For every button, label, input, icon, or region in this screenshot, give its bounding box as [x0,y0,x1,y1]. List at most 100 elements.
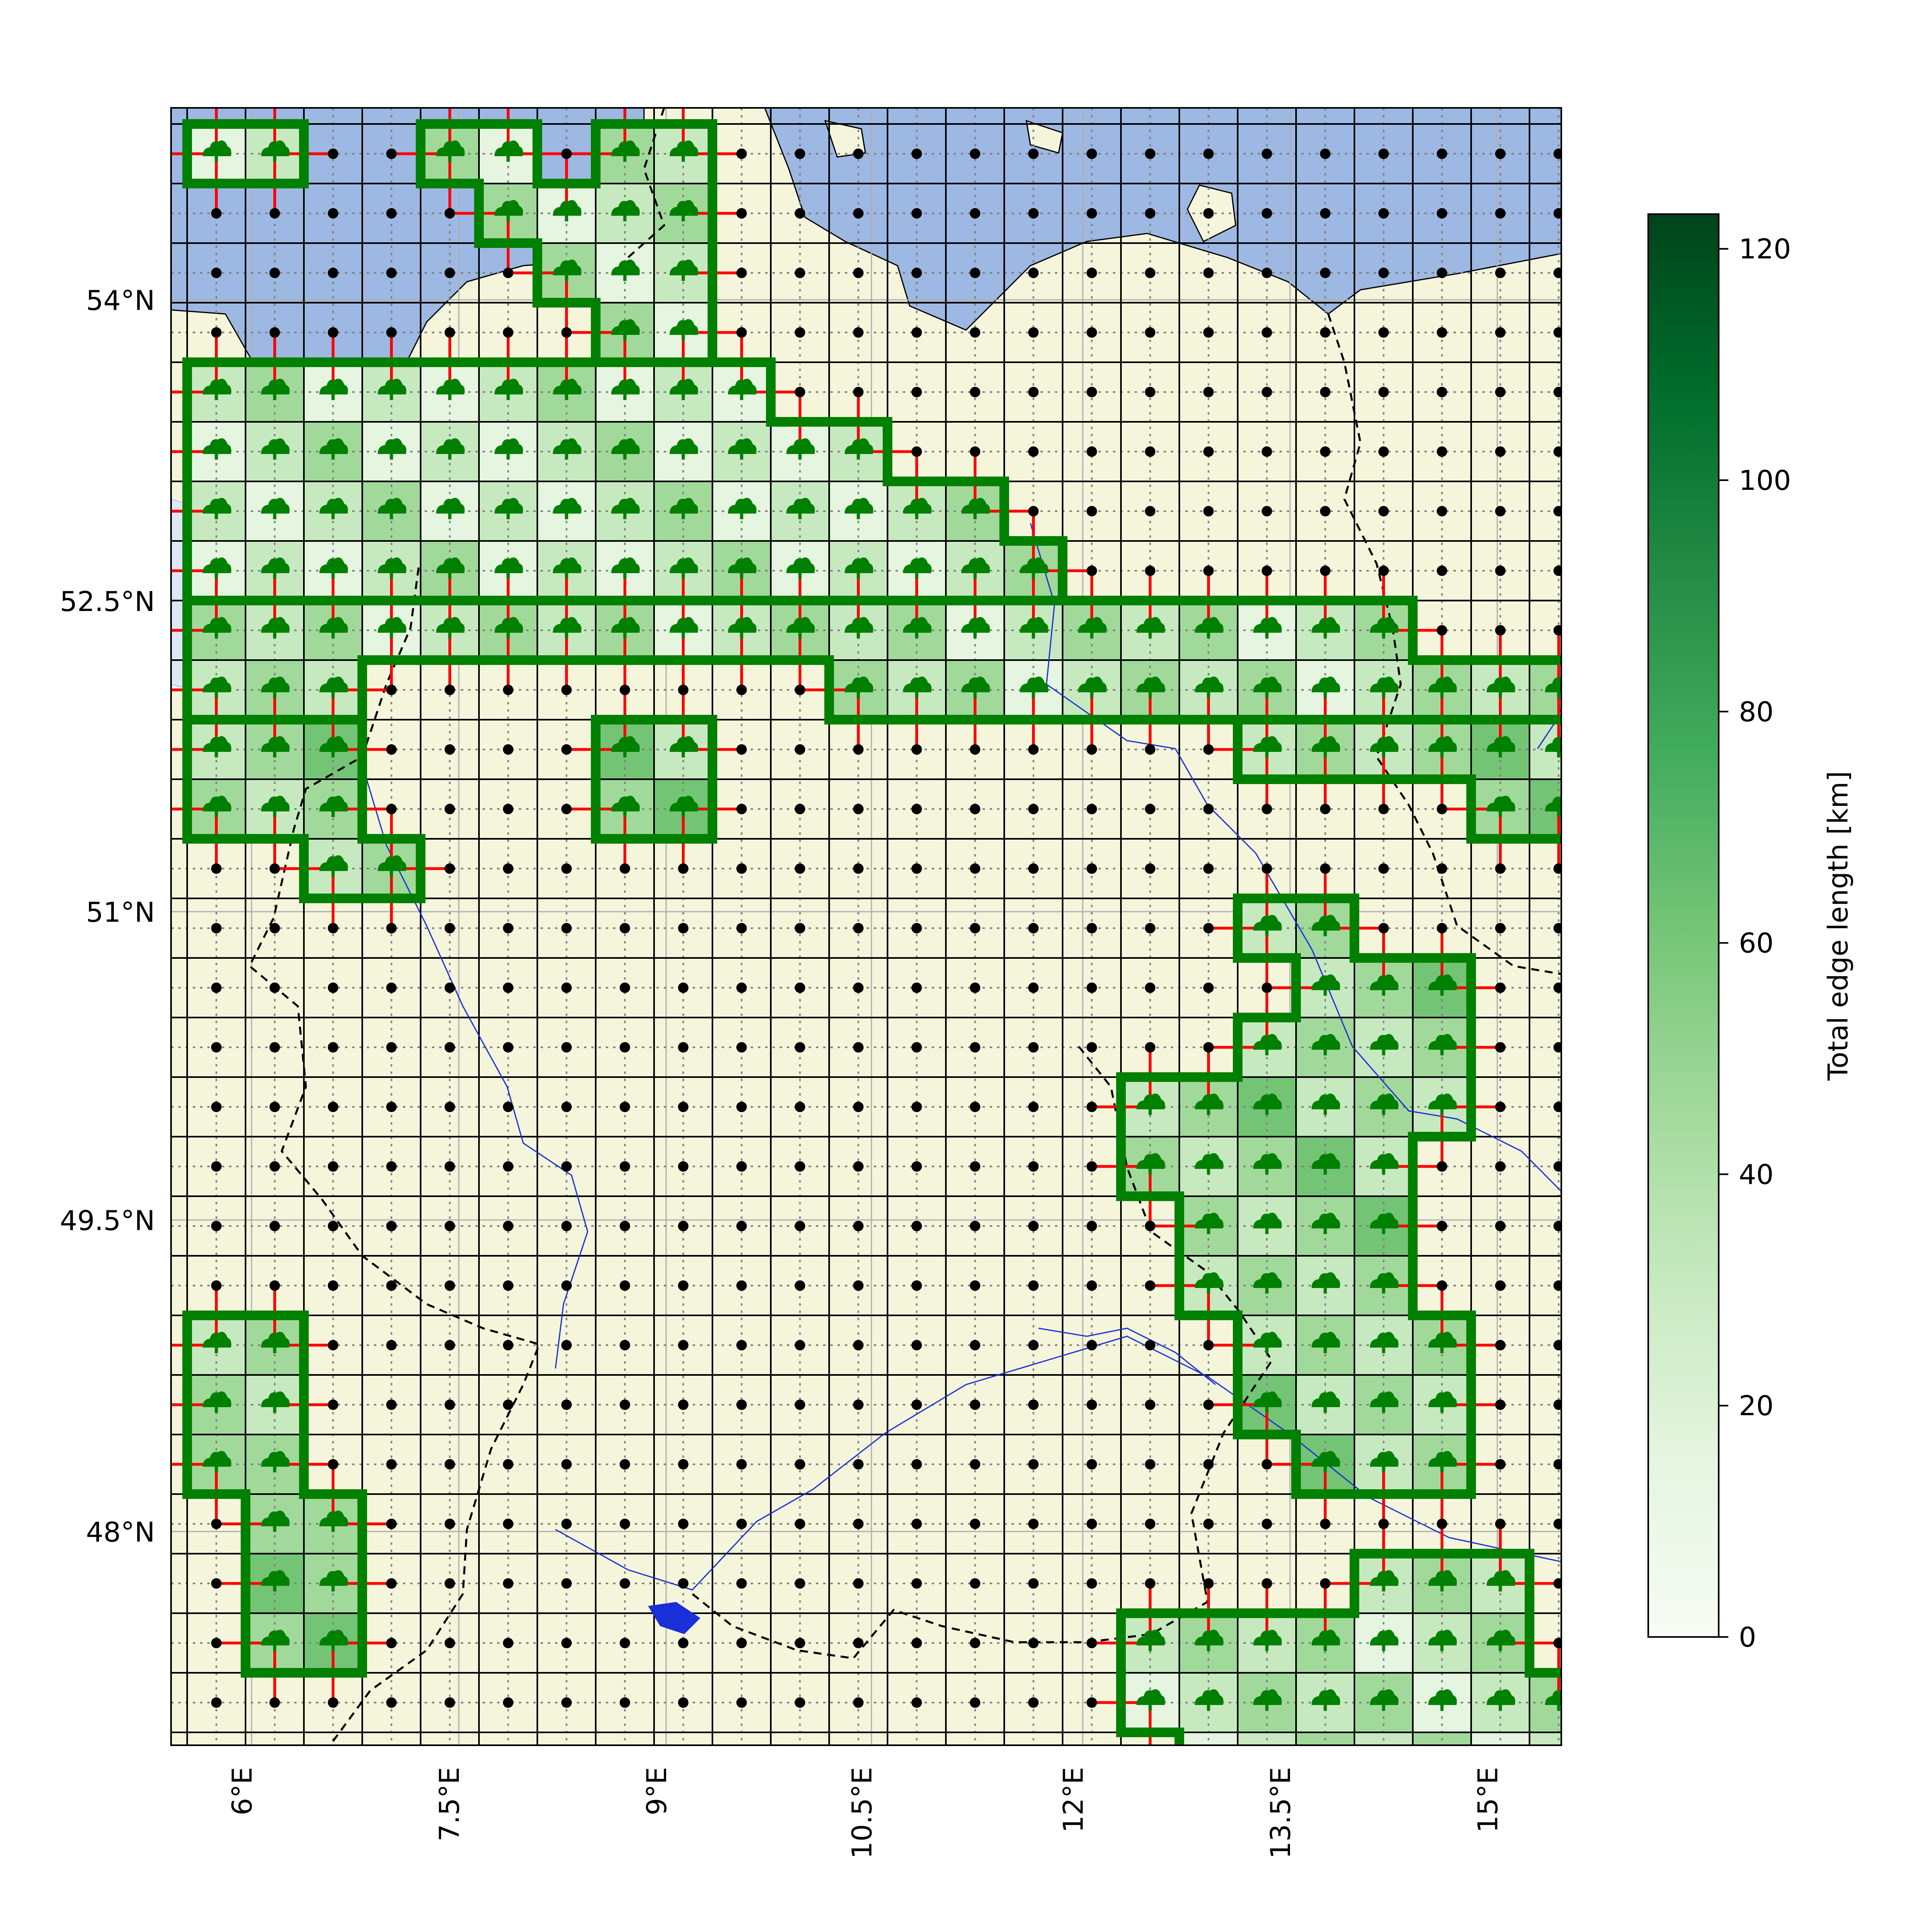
tree-cloud-icon [553,438,582,460]
tree-cloud-icon [1486,795,1515,817]
cell-center-dot [1086,1280,1097,1291]
cell-center-dot [503,1578,514,1589]
cell-center-dot [1028,1697,1039,1708]
cell-center-dot [386,804,397,814]
cell-center-dot [1378,923,1389,933]
cell-center-dot [1261,983,1272,993]
cell-center-dot [1028,983,1039,993]
tree-cloud-icon [1253,1391,1282,1413]
cell-center-dot [561,1221,572,1231]
cell-center-dot [444,1161,455,1172]
cell-center-dot [1553,1161,1561,1172]
cell-center-dot [1437,1280,1447,1291]
cell-center-dot [1495,387,1506,397]
cell-center-dot [619,1519,630,1529]
cell-center-dot [328,1399,339,1410]
cell-center-dot [736,1102,747,1112]
tree-cloud-icon [1311,736,1340,758]
cell-center-dot [503,1459,514,1470]
cell-center-dot [619,1102,630,1112]
cell-center-dot [1553,1638,1561,1648]
cell-center-dot [1028,1280,1039,1291]
cell-center-dot [1203,1459,1214,1470]
map-panel [171,108,1561,1745]
tree-cloud-icon [1428,1689,1457,1711]
cell-center-dot [1437,506,1447,516]
cell-center-dot [328,1221,339,1231]
cell-center-dot [1086,1459,1097,1470]
cell-center-dot [795,208,805,219]
cell-center-dot [1028,208,1039,219]
colorbar-gradient [1647,213,1719,1638]
tree-cloud-icon [1195,1093,1224,1115]
cell-center-dot [1437,149,1447,159]
lat-label: 51°N [86,897,155,929]
cell-center-dot [1203,268,1214,278]
tree-cloud-icon [611,319,640,341]
cell-center-dot [503,685,514,695]
tree-cloud-icon [1370,1391,1399,1413]
cell-center-dot [1320,804,1331,814]
cell-center-dot [736,1280,747,1291]
cell-center-dot [678,1102,689,1112]
cell-center-dot [561,1340,572,1350]
lon-label: 12°E [1058,1767,1090,1833]
cell-center-dot [1320,268,1331,278]
tree-cloud-icon [319,1570,348,1591]
cell-center-dot [503,327,514,338]
cell-center-dot [386,1161,397,1172]
lon-labels: 6°E 7.5°E 9°E 10.5°E 12°E 13.5°E 15°E [227,1767,1504,1859]
cell-center-dot [211,1697,222,1708]
cell-center-dot [1320,387,1331,397]
tree-cloud-icon [669,736,698,758]
cell-center-dot [1086,983,1097,993]
cell-center-dot [795,1340,805,1350]
tree-cloud-icon [611,795,640,817]
cell-center-dot [795,1042,805,1053]
cell-center-dot [970,1102,980,1112]
cell-center-dot [911,1638,922,1648]
tree-cloud-icon [261,497,290,519]
cell-center-dot [1378,506,1389,516]
cell-center-dot [795,149,805,159]
cell-center-dot [561,1161,572,1172]
tree-cloud-icon [1195,1689,1224,1711]
lat-label: 54°N [86,285,155,317]
cell-center-dot [619,863,630,874]
cell-center-dot [561,863,572,874]
tree-cloud-icon [669,259,698,281]
cell-center-dot [1028,804,1039,814]
cell-center-dot [1378,1519,1389,1529]
cell-center-dot [1495,506,1506,516]
tree-cloud-icon [1136,1093,1165,1115]
tree-cloud-icon [319,1510,348,1532]
cell-center-dot [1086,1578,1097,1589]
cell-center-dot [795,863,805,874]
tree-cloud-icon [669,497,698,519]
cell-center-dot [386,1221,397,1231]
cell-center-dot [328,1102,339,1112]
cell-center-dot [911,744,922,755]
cell-center-dot [561,149,572,159]
tree-cloud-icon [1253,617,1282,638]
tree-cloud-icon [611,140,640,162]
cell-center-dot [619,1280,630,1291]
cell-center-dot [911,1459,922,1470]
cell-center-dot [1203,923,1214,933]
tree-cloud-icon [844,438,873,460]
cell-center-dot [386,1578,397,1589]
colorbar-ticks: 0 20 40 60 80 100 120 [1719,233,1791,1653]
cell-center-dot [1203,327,1214,338]
tree-cloud-icon [261,1629,290,1651]
tree-cloud-icon [1486,1570,1515,1591]
cell-center-dot [1553,923,1561,933]
cell-center-dot [211,1519,222,1529]
cell-center-dot [1378,387,1389,397]
cell-center-dot [1495,1161,1506,1172]
cell-center-dot [619,1399,630,1410]
cell-center-dot [1086,1519,1097,1529]
tree-cloud-icon [1370,617,1399,638]
cell-center-dot [1495,149,1506,159]
cell-center-dot [444,685,455,695]
